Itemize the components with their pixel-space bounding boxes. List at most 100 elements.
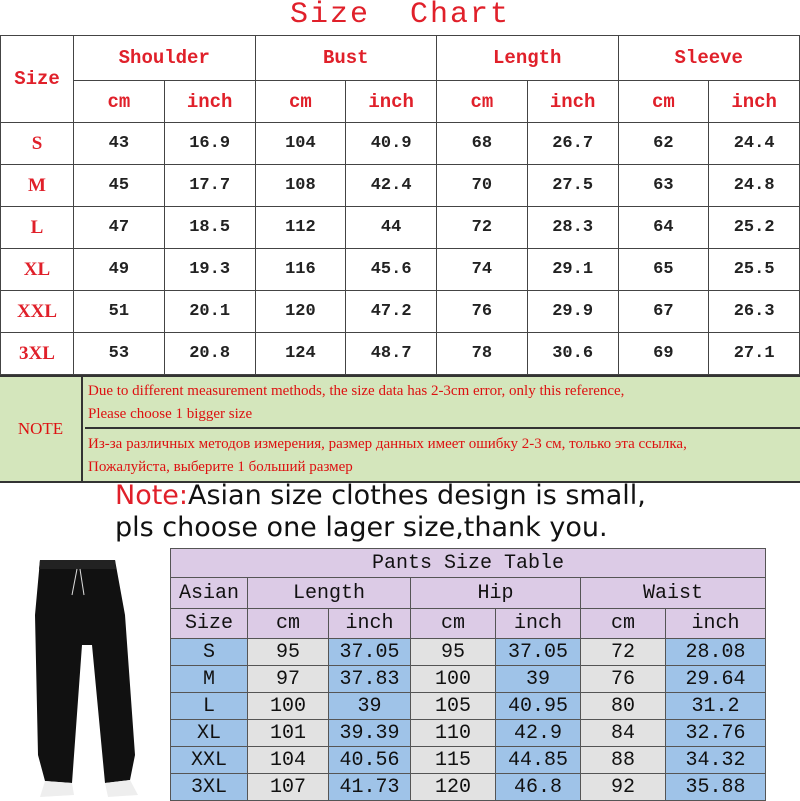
table-row: XL 49 19.3 116 45.6 74 29.1 65 25.5 bbox=[0, 248, 800, 291]
unit-header: cm bbox=[410, 608, 496, 639]
value-cell: 19.3 bbox=[163, 248, 256, 291]
table-row: 3XL 107 41.73 120 46.8 92 35.88 bbox=[170, 773, 767, 801]
value-cell: 76 bbox=[436, 290, 528, 333]
unit-header: inch bbox=[345, 80, 437, 123]
value-cell: 63 bbox=[617, 164, 710, 207]
value-cell: 44.85 bbox=[495, 746, 581, 774]
value-cell: 20.8 bbox=[163, 332, 256, 375]
note-line: Due to different measurement methods, th… bbox=[88, 383, 625, 399]
group-header: Waist bbox=[579, 577, 767, 609]
value-cell: 84 bbox=[580, 719, 666, 747]
size-cell: M bbox=[170, 665, 248, 693]
size-label: Size bbox=[170, 608, 248, 639]
value-cell: 104 bbox=[254, 122, 347, 165]
size-cell: XL bbox=[170, 719, 248, 747]
value-cell: 45 bbox=[73, 164, 165, 207]
value-cell: 108 bbox=[254, 164, 347, 207]
value-cell: 29.9 bbox=[526, 290, 619, 333]
value-cell: 95 bbox=[410, 638, 496, 666]
note-line: Please choose 1 bigger size bbox=[88, 406, 253, 422]
value-cell: 25.2 bbox=[708, 206, 800, 249]
value-cell: 88 bbox=[580, 746, 666, 774]
value-cell: 16.9 bbox=[163, 122, 256, 165]
note-line: Пожалуйста, выберите 1 больший размер bbox=[88, 459, 353, 475]
note-english: Due to different measurement methods, th… bbox=[85, 377, 800, 429]
unit-header: inch bbox=[664, 608, 767, 639]
value-cell: 46.8 bbox=[495, 773, 581, 801]
value-cell: 95 bbox=[247, 638, 329, 666]
value-cell: 27.5 bbox=[526, 164, 619, 207]
value-cell: 80 bbox=[580, 692, 666, 720]
value-cell: 32.76 bbox=[664, 719, 767, 747]
group-header: Sleeve bbox=[617, 35, 800, 81]
value-cell: 62 bbox=[617, 122, 710, 165]
value-cell: 92 bbox=[580, 773, 666, 801]
value-cell: 45.6 bbox=[345, 248, 437, 291]
unit-header: cm bbox=[617, 80, 710, 123]
value-cell: 40.9 bbox=[345, 122, 437, 165]
value-cell: 110 bbox=[410, 719, 496, 747]
value-cell: 40.95 bbox=[495, 692, 581, 720]
note-label: NOTE bbox=[0, 377, 83, 481]
note-section: NOTE Due to different measurement method… bbox=[0, 375, 800, 483]
value-cell: 34.32 bbox=[664, 746, 767, 774]
value-cell: 70 bbox=[436, 164, 528, 207]
value-cell: 40.56 bbox=[328, 746, 411, 774]
value-cell: 37.05 bbox=[328, 638, 411, 666]
banner-prefix: Note: bbox=[115, 480, 189, 511]
value-cell: 100 bbox=[247, 692, 329, 720]
value-cell: 35.88 bbox=[664, 773, 767, 801]
group-header: Shoulder bbox=[73, 35, 256, 81]
unit-header: cm bbox=[436, 80, 528, 123]
value-cell: 43 bbox=[73, 122, 165, 165]
table-row: XXL 51 20.1 120 47.2 76 29.9 67 26.3 bbox=[0, 290, 800, 333]
value-cell: 47 bbox=[73, 206, 165, 249]
value-cell: 17.7 bbox=[163, 164, 256, 207]
size-cell: XXL bbox=[0, 290, 74, 333]
value-cell: 105 bbox=[410, 692, 496, 720]
size-header: Size bbox=[0, 35, 74, 123]
unit-header: cm bbox=[254, 80, 347, 123]
value-cell: 42.4 bbox=[345, 164, 437, 207]
value-cell: 25.5 bbox=[708, 248, 800, 291]
unit-header: inch bbox=[526, 80, 619, 123]
value-cell: 28.08 bbox=[664, 638, 767, 666]
value-cell: 37.05 bbox=[495, 638, 581, 666]
value-cell: 72 bbox=[436, 206, 528, 249]
group-header: Length bbox=[247, 577, 411, 609]
value-cell: 47.2 bbox=[345, 290, 437, 333]
table-row: M 45 17.7 108 42.4 70 27.5 63 24.8 bbox=[0, 164, 800, 207]
value-cell: 64 bbox=[617, 206, 710, 249]
unit-header: inch bbox=[163, 80, 256, 123]
unit-header: cm bbox=[247, 608, 329, 639]
asian-label: Asian bbox=[170, 577, 248, 609]
value-cell: 78 bbox=[436, 332, 528, 375]
value-cell: 120 bbox=[410, 773, 496, 801]
value-cell: 120 bbox=[254, 290, 347, 333]
asian-size-banner: Note:Asian size clothes design is small,… bbox=[115, 480, 646, 544]
table-row: XL 101 39.39 110 42.9 84 32.76 bbox=[170, 719, 767, 747]
value-cell: 39.39 bbox=[328, 719, 411, 747]
table-row: M 97 37.83 100 39 76 29.64 bbox=[170, 665, 767, 693]
value-cell: 26.7 bbox=[526, 122, 619, 165]
size-cell: XL bbox=[0, 248, 74, 291]
value-cell: 18.5 bbox=[163, 206, 256, 249]
size-cell: 3XL bbox=[0, 332, 74, 375]
chart-title: Size Chart bbox=[289, 0, 511, 32]
value-cell: 76 bbox=[580, 665, 666, 693]
table-row: L 47 18.5 112 44 72 28.3 64 25.2 bbox=[0, 206, 800, 249]
size-cell: S bbox=[170, 638, 248, 666]
table-row: S 43 16.9 104 40.9 68 26.7 62 24.4 bbox=[0, 122, 800, 165]
unit-header: inch bbox=[708, 80, 800, 123]
group-header: Length bbox=[436, 35, 619, 81]
value-cell: 48.7 bbox=[345, 332, 437, 375]
value-cell: 100 bbox=[410, 665, 496, 693]
value-cell: 24.4 bbox=[708, 122, 800, 165]
value-cell: 31.2 bbox=[664, 692, 767, 720]
value-cell: 115 bbox=[410, 746, 496, 774]
value-cell: 41.73 bbox=[328, 773, 411, 801]
group-header: Hip bbox=[410, 577, 581, 609]
size-cell: L bbox=[170, 692, 248, 720]
value-cell: 74 bbox=[436, 248, 528, 291]
value-cell: 65 bbox=[617, 248, 710, 291]
